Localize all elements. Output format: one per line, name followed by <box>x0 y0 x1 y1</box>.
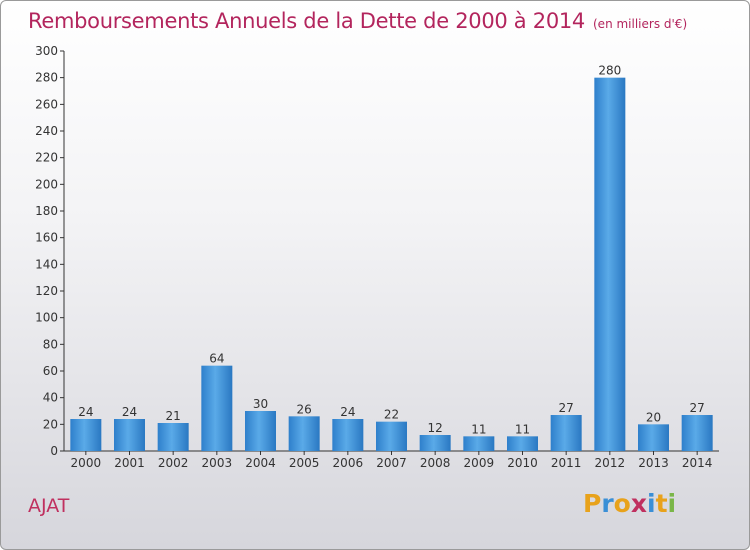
bar <box>114 419 145 451</box>
y-tick-label: 260 <box>35 97 58 111</box>
y-tick-label: 120 <box>35 284 58 298</box>
bar <box>419 435 451 451</box>
x-tick-label: 2009 <box>464 456 495 470</box>
x-tick-label: 2010 <box>507 456 538 470</box>
bar <box>157 423 189 451</box>
y-tick-label: 40 <box>43 391 58 405</box>
y-tick-label: 280 <box>35 71 58 85</box>
bar-value-label: 27 <box>690 401 705 415</box>
bar-value-label: 22 <box>384 408 399 422</box>
x-tick-label: 2008 <box>420 456 451 470</box>
bar-value-label: 30 <box>253 397 268 411</box>
bar <box>463 436 495 451</box>
y-tick-label: 60 <box>43 364 58 378</box>
bar <box>594 77 626 452</box>
logo-letter: i <box>667 489 677 518</box>
bar-value-label: 11 <box>471 422 486 436</box>
proxiti-logo: Proxiti <box>583 489 676 518</box>
x-tick-label: 2006 <box>333 456 364 470</box>
logo-letter: x <box>630 489 647 518</box>
x-tick-label: 2003 <box>202 456 233 470</box>
bar <box>507 436 538 451</box>
logo-letter: o <box>613 489 631 518</box>
y-tick-label: 300 <box>35 44 58 58</box>
bar-value-label: 27 <box>559 401 574 415</box>
y-tick-label: 140 <box>35 257 58 271</box>
bar <box>201 365 233 451</box>
y-tick-label: 160 <box>35 231 58 245</box>
bar-value-label: 64 <box>209 352 224 366</box>
x-tick-label: 2007 <box>376 456 407 470</box>
y-tick-label: 20 <box>43 417 58 431</box>
x-tick-label: 2012 <box>595 456 626 470</box>
bar <box>681 415 713 451</box>
bar-value-label: 12 <box>428 421 443 435</box>
bar <box>376 421 407 451</box>
x-tick-label: 2011 <box>551 456 582 470</box>
bar-value-label: 24 <box>78 405 93 419</box>
y-tick-label: 0 <box>50 444 58 458</box>
bar-value-label: 24 <box>340 405 355 419</box>
bars: 24 24 21 64 30 26 24 22 12 11 11 27 280 20 27 <box>70 64 713 452</box>
y-tick-label: 200 <box>35 177 58 191</box>
bar-value-label: 26 <box>297 402 312 416</box>
y-tick-label: 240 <box>35 124 58 138</box>
logo-letter: r <box>601 489 614 518</box>
commune-name: AJAT <box>28 495 70 517</box>
chart-title-text: Remboursements Annuels de la Dette de 20… <box>28 9 585 33</box>
logo-letter: t <box>655 489 668 518</box>
bar <box>638 424 669 451</box>
chart-title: Remboursements Annuels de la Dette de 20… <box>28 9 687 33</box>
logo-letter: i <box>647 489 656 518</box>
bar-value-label: 24 <box>122 405 137 419</box>
chart-subtitle: (en milliers d'€) <box>593 17 688 31</box>
x-tick-label: 2002 <box>158 456 189 470</box>
y-tick-label: 180 <box>35 204 58 218</box>
y-tick-label: 220 <box>35 151 58 165</box>
axes: 0204060801001201401601802002202402602803… <box>35 44 719 470</box>
bar-value-label: 280 <box>598 64 621 78</box>
bar <box>288 416 320 451</box>
y-tick-label: 100 <box>35 311 58 325</box>
bar-value-label: 21 <box>166 409 181 423</box>
bar-value-label: 20 <box>646 410 661 424</box>
bar <box>332 419 364 451</box>
y-tick-label: 80 <box>43 337 58 351</box>
bar <box>70 419 102 451</box>
x-tick-label: 2013 <box>638 456 669 470</box>
bar-value-label: 11 <box>515 422 530 436</box>
bar <box>245 411 276 451</box>
x-tick-label: 2004 <box>245 456 276 470</box>
x-tick-label: 2000 <box>71 456 102 470</box>
x-tick-label: 2005 <box>289 456 320 470</box>
bar <box>550 415 582 451</box>
x-tick-label: 2001 <box>114 456 145 470</box>
logo-letter: P <box>583 489 602 518</box>
x-tick-label: 2014 <box>682 456 713 470</box>
